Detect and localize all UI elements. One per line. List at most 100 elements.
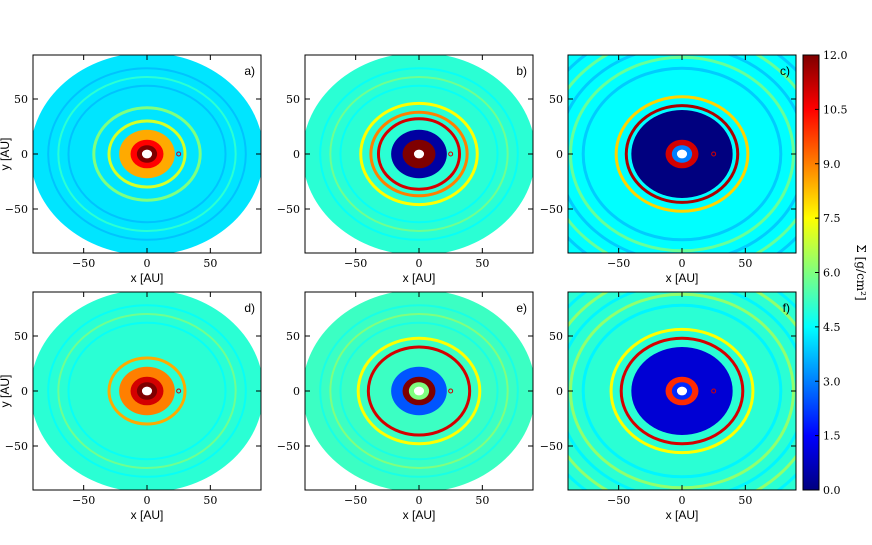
x-tick-label: 0 bbox=[144, 494, 151, 507]
colorbar-label: Σ [g/cm²] bbox=[854, 244, 868, 300]
density-wave bbox=[47, 304, 247, 478]
y-tick-label: 50 bbox=[549, 93, 563, 106]
x-tick-label: 50 bbox=[203, 257, 217, 270]
panel-e: −50 0 50 50 0 −50 e) x [AU] bbox=[277, 291, 534, 522]
colorbar-tick-label: 6.0 bbox=[823, 267, 841, 280]
planet-marker bbox=[448, 151, 454, 157]
density-ring bbox=[376, 117, 462, 191]
x-tick-label: 50 bbox=[738, 494, 752, 507]
planet-marker bbox=[711, 151, 717, 157]
density-wave bbox=[67, 84, 227, 224]
density-wave bbox=[329, 313, 509, 469]
panel-label: a) bbox=[244, 64, 255, 78]
x-axis-label: x [AU] bbox=[403, 271, 436, 285]
y-tick-label: 0 bbox=[21, 148, 28, 161]
x-tick-label: 0 bbox=[679, 494, 686, 507]
x-axis-label: x [AU] bbox=[403, 508, 436, 522]
panel-a: −50 0 50 50 0 −50 a) x [AU] y [AU] bbox=[0, 54, 262, 285]
density-wave bbox=[581, 66, 783, 242]
density-ring bbox=[624, 104, 740, 204]
y-tick-label: −50 bbox=[540, 440, 563, 453]
planet-marker bbox=[711, 388, 717, 394]
y-tick-label: 50 bbox=[286, 330, 300, 343]
x-axis-label: x [AU] bbox=[666, 508, 699, 522]
density-ring bbox=[609, 327, 755, 455]
inner-hole bbox=[413, 386, 425, 396]
colorbar-tick-label: 9.0 bbox=[823, 158, 841, 171]
density-wave bbox=[319, 304, 519, 478]
panel-c: −50 0 50 50 0 −50 c) x [AU] bbox=[540, 54, 797, 285]
y-tick-label: 0 bbox=[293, 148, 300, 161]
x-tick-label: 50 bbox=[475, 494, 489, 507]
panel-label: e) bbox=[516, 301, 527, 315]
panel-label: d) bbox=[244, 301, 255, 315]
colorbar-tick-label: 12.0 bbox=[823, 49, 848, 62]
planet-marker bbox=[176, 151, 182, 157]
density-ring bbox=[614, 95, 750, 213]
density-ring bbox=[369, 110, 469, 198]
panel-f: −50 0 50 50 0 −50 f) x [AU] bbox=[540, 291, 797, 522]
density-ring bbox=[107, 356, 187, 426]
density-ring bbox=[107, 119, 187, 189]
density-wave bbox=[57, 76, 237, 232]
colorbar-tick-label: 1.5 bbox=[823, 430, 841, 443]
panel-b: −50 0 50 50 0 −50 b) x [AU] bbox=[277, 54, 534, 285]
y-tick-label: −50 bbox=[277, 203, 300, 216]
density-wave bbox=[57, 313, 237, 469]
x-tick-label: −50 bbox=[344, 257, 367, 270]
y-tick-label: 0 bbox=[556, 148, 563, 161]
inner-hole bbox=[141, 149, 153, 159]
y-axis-label: y [AU] bbox=[0, 138, 12, 171]
x-axis-label: x [AU] bbox=[131, 271, 164, 285]
planet-marker bbox=[176, 388, 182, 394]
colorbar-tick-label: 3.0 bbox=[823, 375, 841, 388]
colorbar-tick-label: 4.5 bbox=[823, 321, 841, 334]
x-tick-label: 0 bbox=[679, 257, 686, 270]
density-wave bbox=[47, 67, 247, 241]
density-wave bbox=[329, 76, 509, 232]
x-tick-label: 0 bbox=[416, 257, 423, 270]
panel-label: c) bbox=[780, 64, 790, 78]
inner-hole bbox=[676, 149, 688, 159]
x-tick-label: 0 bbox=[144, 257, 151, 270]
x-tick-label: 50 bbox=[475, 257, 489, 270]
y-tick-label: 50 bbox=[286, 93, 300, 106]
panel-d: −50 0 50 50 0 −50 d) x [AU] y [AU] bbox=[0, 291, 262, 522]
planet-marker bbox=[448, 388, 454, 394]
x-axis-label: x [AU] bbox=[131, 508, 164, 522]
y-tick-label: −50 bbox=[5, 440, 28, 453]
density-wave bbox=[339, 84, 499, 224]
x-tick-label: −50 bbox=[344, 494, 367, 507]
x-tick-label: −50 bbox=[607, 494, 630, 507]
x-tick-label: 50 bbox=[738, 257, 752, 270]
density-ring bbox=[92, 106, 202, 202]
x-axis-label: x [AU] bbox=[666, 271, 699, 285]
colorbar-tick-label: 0.0 bbox=[823, 484, 841, 497]
y-tick-label: 0 bbox=[293, 385, 300, 398]
x-tick-label: 50 bbox=[203, 494, 217, 507]
panel-label: f) bbox=[783, 301, 790, 315]
x-tick-label: −50 bbox=[72, 494, 95, 507]
density-wave bbox=[581, 303, 783, 479]
panels: −50 0 50 50 0 −50 a) x [AU] y [AU] −50 0 50 50 0 −50 b)… bbox=[0, 54, 797, 522]
density-wave bbox=[319, 67, 519, 241]
y-tick-label: −50 bbox=[277, 440, 300, 453]
inner-hole bbox=[141, 386, 153, 396]
colorbar: 12.0 10.5 9.0 7.5 6.0 4.5 3.0 1.5 0.0 Σ [g/cm²] bbox=[802, 49, 868, 497]
x-tick-label: −50 bbox=[607, 257, 630, 270]
panel-label: b) bbox=[516, 64, 527, 78]
y-tick-label: −50 bbox=[540, 203, 563, 216]
density-ring bbox=[359, 101, 479, 207]
inner-hole bbox=[676, 386, 688, 396]
y-tick-label: 50 bbox=[14, 93, 28, 106]
density-wave bbox=[339, 321, 499, 461]
x-tick-label: −50 bbox=[72, 257, 95, 270]
density-ring bbox=[356, 336, 482, 446]
y-tick-label: 50 bbox=[549, 330, 563, 343]
x-tick-label: 0 bbox=[416, 494, 423, 507]
density-ring bbox=[366, 345, 472, 437]
y-tick-label: 0 bbox=[21, 385, 28, 398]
y-tick-label: −50 bbox=[5, 203, 28, 216]
colorbar-tick-label: 7.5 bbox=[823, 212, 841, 225]
